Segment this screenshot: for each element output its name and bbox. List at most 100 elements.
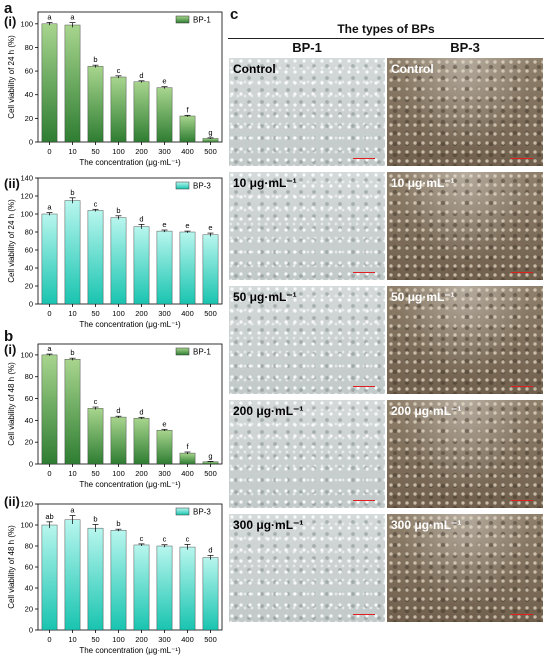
- x-tick-label: 300: [158, 147, 171, 156]
- y-tick-label: 40: [25, 264, 33, 273]
- bar: [110, 530, 127, 631]
- sub-label-a-i: (i): [4, 14, 17, 29]
- x-tick-label: 0: [47, 469, 51, 478]
- y-tick-label: 100: [20, 19, 33, 28]
- scale-bar: [353, 157, 375, 159]
- significance-letter: g: [208, 451, 212, 460]
- significance-letter: e: [162, 77, 166, 86]
- sub-label-b-ii: (ii): [4, 494, 20, 509]
- significance-letter: a: [70, 13, 75, 22]
- legend-label: BP-1: [193, 348, 211, 357]
- x-axis-label: The concentration (μg·mL⁻¹): [79, 646, 181, 655]
- significance-letter: g: [208, 128, 212, 137]
- y-tick-label: 40: [25, 416, 33, 425]
- x-axis-label: The concentration (μg·mL⁻¹): [79, 480, 181, 489]
- x-tick-label: 50: [91, 469, 99, 478]
- bar-chart-a-i: 0 20 40 60 80 100 Cell viability of 24 h (%) a 0…: [7, 11, 223, 167]
- micrograph-bp3-row-2: 10 μg·mL⁻¹: [387, 172, 543, 280]
- significance-letter: e: [208, 223, 212, 232]
- x-tick-label: 500: [204, 147, 217, 156]
- micrograph-label: Control: [233, 62, 276, 76]
- x-tick-label: 10: [68, 635, 76, 644]
- sub-label-b-i: (i): [4, 342, 17, 357]
- x-tick-label: 400: [181, 309, 194, 318]
- significance-letter: b: [70, 188, 74, 197]
- x-axis-label: The concentration (μg·mL⁻¹): [79, 158, 181, 167]
- bar: [87, 210, 104, 305]
- column-title-bp1: BP-1: [292, 40, 322, 55]
- plot-frame: [37, 177, 223, 305]
- y-tick-label: 20: [25, 282, 33, 291]
- significance-letter: c: [94, 199, 98, 208]
- micrograph-bp1-row-5: 300 μg·mL⁻¹: [229, 514, 385, 622]
- bar: [179, 546, 196, 631]
- bar-chart-b-i: 0 20 40 60 80 100 Cell viability of 48 h (%) a 0…: [7, 343, 223, 489]
- y-tick-label: 140: [20, 174, 33, 183]
- significance-letter: d: [139, 407, 143, 416]
- significance-letter: b: [116, 206, 120, 215]
- bar: [133, 226, 150, 305]
- legend-swatch: [175, 347, 190, 356]
- x-tick-label: 300: [158, 309, 171, 318]
- bar: [110, 416, 127, 465]
- x-tick-label: 50: [91, 635, 99, 644]
- y-tick-label: 100: [20, 350, 33, 359]
- significance-letter: c: [140, 534, 144, 543]
- x-tick-label: 200: [135, 309, 148, 318]
- scale-bar: [511, 613, 533, 615]
- y-axis-label: Cell viability of 48 h (%): [7, 362, 16, 446]
- bar: [110, 217, 127, 305]
- y-tick-label: 80: [25, 372, 33, 381]
- significance-letter: d: [139, 71, 143, 80]
- significance-letter: ab: [45, 512, 53, 521]
- significance-letter: e: [162, 419, 166, 428]
- bar: [133, 417, 150, 465]
- bar: [110, 76, 127, 143]
- y-axis-label: Cell viability of 24 h (%): [7, 199, 16, 283]
- significance-letter: c: [186, 534, 190, 543]
- header-rule: [228, 38, 544, 39]
- x-tick-label: 10: [68, 147, 76, 156]
- panel-letter-c: c: [230, 6, 239, 23]
- bar: [179, 115, 196, 143]
- scale-bar: [511, 271, 533, 273]
- x-tick-label: 200: [135, 635, 148, 644]
- significance-letter: b: [93, 55, 97, 64]
- significance-letter: f: [186, 442, 189, 451]
- x-tick-label: 400: [181, 635, 194, 644]
- x-tick-label: 500: [204, 635, 217, 644]
- y-tick-label: 100: [20, 521, 33, 530]
- plot-frame: [37, 11, 223, 143]
- significance-letter: d: [208, 545, 212, 554]
- bar: [41, 213, 58, 305]
- bar: [156, 429, 173, 465]
- bar: [202, 557, 219, 631]
- bar: [41, 524, 58, 631]
- micrograph-label: 10 μg·mL⁻¹: [391, 176, 455, 190]
- x-tick-label: 400: [181, 469, 194, 478]
- plot-frame: [37, 343, 223, 465]
- column-title-bp3: BP-3: [450, 40, 480, 55]
- x-tick-label: 100: [112, 147, 125, 156]
- micrograph-bp3-row-3: 50 μg·mL⁻¹: [387, 286, 543, 394]
- bar: [202, 234, 219, 305]
- panel-letter-b: b: [4, 328, 14, 345]
- x-tick-label: 100: [112, 469, 125, 478]
- bar: [156, 230, 173, 305]
- x-tick-label: 10: [68, 469, 76, 478]
- legend-swatch: [175, 15, 190, 24]
- y-tick-label: 0: [29, 460, 33, 469]
- micrograph-bp1-row-4: 200 μg·mL⁻¹: [229, 400, 385, 508]
- micrograph-label: 200 μg·mL⁻¹: [391, 404, 462, 418]
- scale-bar: [511, 157, 533, 159]
- significance-letter: a: [47, 12, 52, 21]
- significance-letter: a: [70, 506, 75, 515]
- y-axis-label: Cell viability of 48 h (%): [7, 525, 16, 609]
- significance-letter: a: [47, 203, 52, 212]
- x-tick-label: 0: [47, 147, 51, 156]
- micrograph-label: 50 μg·mL⁻¹: [391, 290, 455, 304]
- significance-letter: f: [186, 105, 189, 114]
- x-tick-label: 0: [47, 635, 51, 644]
- legend-label: BP-1: [193, 16, 211, 25]
